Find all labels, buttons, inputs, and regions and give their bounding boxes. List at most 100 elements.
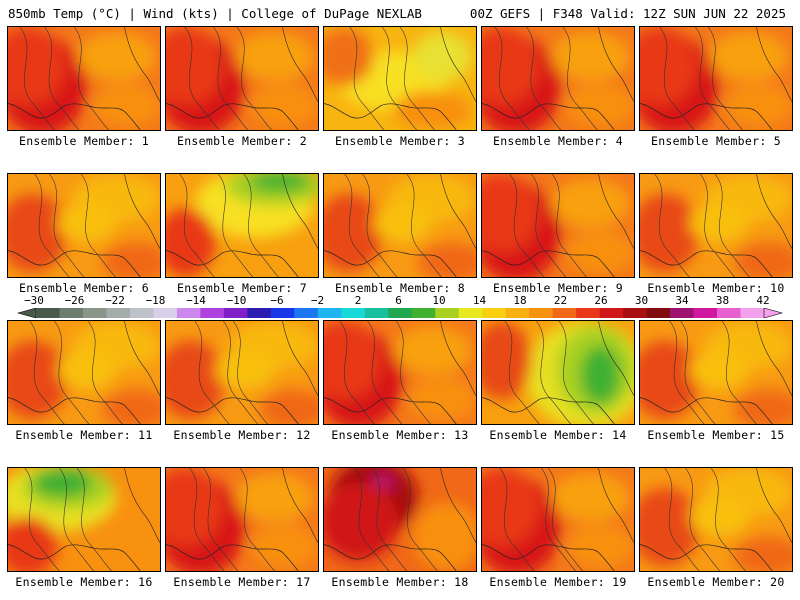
height-contour — [184, 27, 220, 130]
height-contour — [695, 27, 731, 130]
ensemble-member-map — [481, 320, 635, 425]
coastline — [598, 27, 634, 102]
colorbar-tick-label: −18 — [145, 294, 166, 307]
coastline — [756, 174, 792, 249]
height-contour — [59, 468, 95, 571]
coastline — [166, 544, 299, 571]
height-contour — [29, 321, 65, 424]
ensemble-member-label: Ensemble Member: 12 — [173, 428, 311, 442]
colorbar-tick-label: 6 — [395, 294, 402, 307]
colorbar-swatch — [247, 308, 272, 318]
coastline — [166, 250, 299, 277]
ensemble-member-map — [165, 320, 319, 425]
height-contour — [194, 321, 230, 424]
ensemble-member-label: Ensemble Member: 5 — [650, 134, 782, 148]
ensemble-member-map — [323, 320, 477, 425]
temperature-anomaly-region — [733, 389, 792, 424]
temperature-colorbar — [16, 308, 784, 318]
height-contour — [24, 468, 60, 571]
temperature-anomaly-region — [689, 203, 749, 243]
temperature-anomaly-region — [482, 174, 540, 253]
height-contour — [526, 27, 562, 130]
height-contour — [402, 468, 438, 571]
colorbar-swatch — [270, 308, 295, 318]
coastline — [8, 103, 141, 130]
temperature-anomaly-region — [709, 31, 789, 81]
height-contour — [399, 27, 435, 130]
colorbar-swatch — [388, 308, 413, 318]
height-contour — [664, 468, 700, 571]
coastline — [598, 174, 634, 249]
temperature-anomaly-region — [733, 242, 792, 277]
coastline — [8, 544, 141, 571]
colorbar-tick-label: −26 — [64, 294, 85, 307]
temperature-anomaly-region — [8, 517, 58, 571]
height-contour — [179, 174, 215, 277]
coastline — [282, 27, 318, 102]
temperature-anomaly-region — [723, 83, 792, 128]
temperature-anomaly-region — [77, 31, 157, 81]
coastline — [124, 321, 160, 396]
ensemble-member-label: Ensemble Member: 14 — [489, 428, 627, 442]
height-contour — [685, 468, 721, 571]
height-contour — [707, 27, 743, 130]
colorbar-swatch — [576, 308, 600, 318]
temperature-anomaly-region — [551, 178, 631, 228]
coastline — [756, 27, 792, 102]
ensemble-member-map — [639, 173, 793, 278]
temperature-anomaly-region — [101, 389, 160, 424]
colorbar-swatch — [435, 308, 460, 318]
temperature-anomaly-region — [235, 31, 315, 81]
height-contour — [558, 321, 594, 424]
temperature-anomaly-region — [8, 340, 68, 420]
temperature-anomaly-region — [412, 31, 473, 81]
ensemble-member-map — [481, 26, 635, 131]
coastline — [124, 468, 160, 543]
colorbar-swatch — [129, 308, 154, 318]
height-contour — [551, 174, 587, 277]
temperature-anomaly-region — [565, 83, 634, 128]
height-contour — [218, 174, 254, 277]
height-contour — [654, 174, 690, 277]
colorbar-swatch — [341, 308, 366, 318]
height-contour — [504, 321, 540, 424]
colorbar-max-arrow — [763, 308, 784, 318]
temperature-anomaly-region — [324, 193, 384, 273]
height-contour — [367, 321, 403, 424]
ensemble-member-map — [481, 173, 635, 278]
colorbar-min-arrow — [16, 308, 37, 318]
temperature-anomaly-region — [249, 524, 318, 569]
coastline — [756, 468, 792, 543]
colorbar-swatch — [670, 308, 694, 318]
colorbar-swatch — [153, 308, 178, 318]
colorbar-swatch — [411, 308, 436, 318]
height-contour — [406, 174, 442, 277]
ensemble-member-map — [165, 173, 319, 278]
colorbar-swatch — [176, 308, 201, 318]
colorbar-swatch — [294, 308, 319, 318]
colorbar-tick-label: −22 — [105, 294, 125, 307]
height-contour — [395, 321, 431, 424]
colorbar-swatch — [82, 308, 107, 318]
coastline — [440, 27, 476, 102]
temperature-anomaly-region — [733, 536, 792, 571]
colorbar-tick-label: 34 — [675, 294, 689, 307]
height-contour — [19, 27, 55, 130]
height-contour — [372, 468, 408, 571]
height-contour — [203, 468, 239, 571]
ensemble-member-map — [7, 26, 161, 131]
header-valid-time: 00Z GEFS | F348 Valid: 12Z SUN JUN 22 20… — [469, 6, 786, 21]
coastline — [324, 544, 457, 571]
height-contour — [344, 174, 380, 277]
height-contour — [494, 27, 530, 130]
colorbar-swatch — [740, 308, 765, 318]
ensemble-member-label: Ensemble Member: 17 — [173, 575, 311, 589]
height-contour — [509, 174, 545, 277]
height-contour — [189, 468, 225, 571]
height-contour — [354, 468, 390, 571]
coastline — [482, 103, 615, 130]
height-contour — [699, 174, 735, 277]
height-contour — [714, 174, 750, 277]
colorbar-swatch — [505, 308, 530, 318]
coastline — [324, 250, 457, 277]
